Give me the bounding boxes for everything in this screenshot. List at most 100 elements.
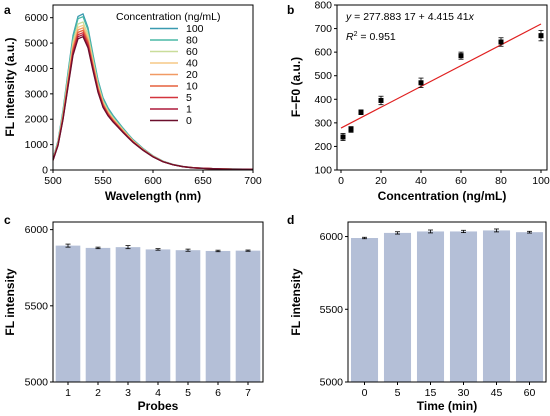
- y-tick-label-a: 0: [42, 165, 48, 177]
- y-tick-label-a: 1000: [25, 139, 49, 151]
- legend-label-40: 40: [186, 58, 198, 70]
- axes-b: 0 20 40 60 80 100 100 200 300 400 500 600 700 800: [314, 0, 549, 187]
- panel-c-letter: c: [4, 213, 11, 227]
- bar: [482, 230, 511, 382]
- legend-label-0: 0: [186, 115, 192, 127]
- x-tick-label-a: 500: [44, 175, 62, 187]
- x-tick-label-c: 3: [125, 387, 131, 399]
- x-tick-label-d: 30: [458, 387, 470, 399]
- legend-label-20: 20: [186, 69, 198, 81]
- y-tick-label-b: 400: [314, 94, 332, 106]
- r-squared-sup: 2: [354, 31, 358, 38]
- x-tick-label-d: 0: [362, 387, 368, 399]
- x-tick-label-b: 60: [455, 175, 467, 187]
- data-point: [538, 33, 544, 39]
- spectrum-line-0: [52, 35, 254, 171]
- bar: [175, 250, 201, 382]
- panel-b: 0 20 40 60 80 100 100 200 300 400 500 600 700 800 y =…: [289, 0, 550, 203]
- data-point: [418, 80, 424, 86]
- x-tick-label-b: 20: [375, 175, 387, 187]
- y-tick-label-d: 5000: [320, 377, 344, 389]
- y-tick-label-d: 5500: [320, 304, 344, 316]
- x-tick-label-c: 6: [215, 387, 221, 399]
- y-tick-label-a: 5000: [25, 38, 49, 50]
- legend-label-5: 5: [186, 92, 192, 104]
- data-point: [358, 109, 364, 115]
- x-tick-label-c: 5: [185, 387, 191, 399]
- data-point: [378, 97, 384, 103]
- fit-line-segment: [340, 23, 542, 129]
- x-axis-title-a: Wavelength (nm): [105, 189, 201, 203]
- spectrum-line-5: [52, 31, 254, 170]
- y-tick-label-c: 5000: [25, 377, 49, 389]
- x-tick-label-c: 7: [245, 387, 251, 399]
- legend-label-10: 10: [186, 81, 198, 93]
- y-axis-title-d: FL intensity: [289, 268, 303, 335]
- x-tick-label-d: 45: [491, 387, 503, 399]
- fit-equation-body: = 277.883 17 + 4.415 41: [351, 11, 469, 23]
- x-tick-label-b: 80: [495, 175, 507, 187]
- legend-label-1: 1: [186, 104, 192, 116]
- axes-c: 1 2 3 4 5 6 7 5000 5500 6000: [25, 224, 251, 399]
- panel-a-letter: a: [4, 3, 11, 17]
- fit-equation-y: y: [345, 11, 352, 23]
- panel-d-letter: d: [287, 213, 294, 227]
- plot-frame-d: [347, 221, 547, 383]
- x-tick-label-d: 15: [425, 387, 437, 399]
- r-squared: R2 = 0.951: [346, 31, 396, 43]
- bar: [416, 231, 445, 382]
- y-tick-label-b: 600: [314, 47, 332, 59]
- x-axis-title-c: Probes: [138, 399, 179, 413]
- y-axis-title-c: FL intensity: [3, 268, 17, 335]
- data-point: [498, 39, 504, 45]
- x-tick-label-b: 100: [532, 175, 550, 187]
- bar: [449, 231, 478, 382]
- data-point: [458, 53, 464, 59]
- bar: [85, 247, 111, 382]
- y-tick-label-b: 800: [314, 0, 332, 12]
- fit-equation: y = 277.883 17 + 4.415 41x: [345, 11, 475, 23]
- y-tick-label-b: 100: [314, 165, 332, 177]
- x-tick-label-a: 700: [244, 175, 262, 187]
- y-tick-label-d: 6000: [320, 231, 344, 243]
- spectrum-line-20: [52, 26, 254, 170]
- bar: [235, 250, 261, 382]
- y-tick-label-a: 6000: [25, 12, 49, 24]
- legend-label-80: 80: [186, 35, 198, 47]
- x-tick-label-b: 0: [338, 175, 344, 187]
- bar: [205, 250, 231, 382]
- y-axis-title-a: FL intensity (a.u.): [3, 37, 17, 136]
- panel-c: 1 2 3 4 5 6 7 5000 5500 6000 Probes FL intensity: [3, 221, 264, 413]
- data-point: [340, 134, 346, 140]
- axes-d: 0 5 15 30 45 60 5000 5500 6000: [320, 231, 536, 399]
- panel-b-letter: b: [287, 3, 294, 17]
- data-point: [348, 126, 354, 132]
- x-axis-title-d: Time (min): [417, 399, 477, 413]
- x-tick-label-a: 550: [94, 175, 112, 187]
- x-tick-label-d: 60: [524, 387, 536, 399]
- bar: [145, 249, 171, 382]
- x-axis-title-b: Concentration (ng/mL): [378, 189, 507, 203]
- data-points: [340, 30, 544, 141]
- bar: [350, 238, 379, 382]
- spectrum-line-1: [52, 33, 254, 171]
- bar: [115, 247, 141, 382]
- x-tick-label-c: 4: [155, 387, 161, 399]
- bar: [515, 232, 544, 382]
- panel-d: 0 5 15 30 45 60 5000 5500 6000 Time (min) FL int…: [289, 221, 547, 413]
- emission-spectra: [52, 12, 254, 171]
- y-tick-label-b: 200: [314, 141, 332, 153]
- x-tick-label-a: 650: [194, 175, 212, 187]
- y-tick-label-b: 300: [314, 117, 332, 129]
- y-tick-label-a: 3000: [25, 88, 49, 100]
- x-tick-label-c: 1: [65, 387, 71, 399]
- fit-equation-x: x: [468, 11, 475, 23]
- y-tick-label-b: 700: [314, 23, 332, 35]
- legend-title: Concentration (ng/mL): [116, 11, 220, 23]
- y-tick-label-b: 500: [314, 70, 332, 82]
- y-tick-label-a: 4000: [25, 63, 49, 75]
- panel-a: 500 550 600 650 7000100020003000400050006000…: [3, 4, 262, 203]
- x-tick-label-b: 40: [415, 175, 427, 187]
